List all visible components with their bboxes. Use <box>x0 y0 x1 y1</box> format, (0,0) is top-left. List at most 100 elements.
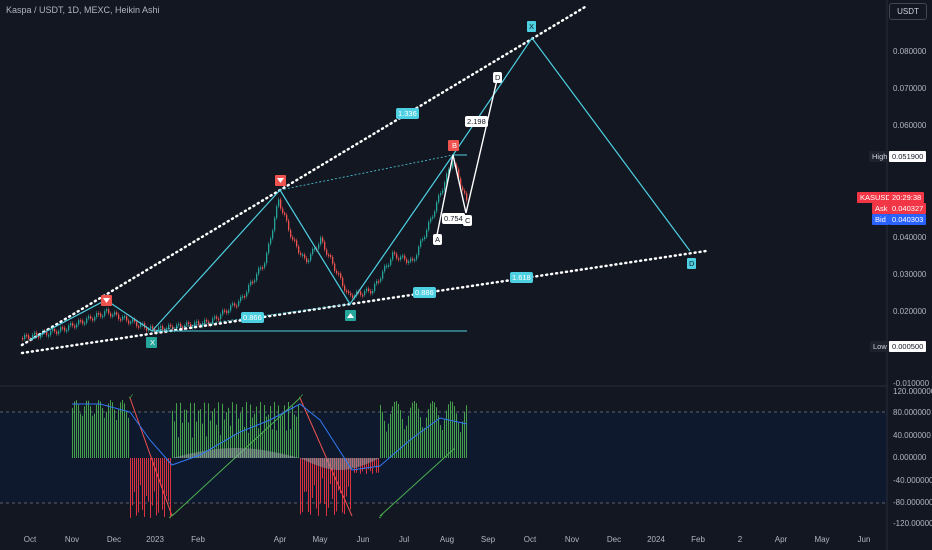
histogram-bar <box>374 458 375 468</box>
histogram-bar <box>390 413 391 458</box>
candle <box>184 325 186 329</box>
chart-title: Kaspa / USDT, 1D, MEXC, Heikin Ashi <box>6 5 160 15</box>
candle <box>392 252 394 260</box>
candle <box>90 316 92 319</box>
point-label-d: D <box>493 72 503 83</box>
histogram-bar <box>404 429 405 458</box>
histogram-bar <box>96 404 97 458</box>
harmonic-pattern-line[interactable] <box>29 36 691 341</box>
candle <box>322 237 324 242</box>
histogram-bar <box>184 409 185 458</box>
histogram-bar <box>248 432 249 458</box>
histogram-bar <box>400 410 401 458</box>
candle <box>286 214 288 221</box>
price-tick: 0.060000 <box>893 121 927 130</box>
histogram-bar <box>416 403 417 458</box>
candle <box>272 230 274 239</box>
time-label: 2023 <box>146 535 164 544</box>
xb-leg <box>151 303 351 332</box>
point-label-b: B <box>452 141 458 150</box>
histogram-bar <box>464 412 465 458</box>
currency-button[interactable]: USDT <box>889 3 927 20</box>
histogram-bar <box>122 400 123 458</box>
candle <box>148 328 150 331</box>
histogram-bar <box>436 407 437 458</box>
candle <box>372 291 374 294</box>
histogram-bar <box>300 458 301 515</box>
histogram-bar <box>228 407 229 458</box>
histogram-bar <box>284 405 285 458</box>
candle <box>294 239 296 241</box>
candle <box>228 310 230 313</box>
candle <box>116 312 118 315</box>
histogram-bar <box>256 406 257 458</box>
candle <box>194 322 196 327</box>
histogram-bar <box>120 402 121 458</box>
histogram-bar <box>260 402 261 458</box>
candle <box>442 190 444 194</box>
candle <box>310 253 312 261</box>
histogram-bar <box>366 458 367 474</box>
candle <box>130 321 132 324</box>
candle <box>436 202 438 212</box>
candle <box>420 240 422 247</box>
upper-trendline[interactable] <box>20 5 587 347</box>
candle <box>282 208 284 213</box>
candle <box>296 240 298 247</box>
histogram-bar <box>128 417 129 458</box>
candle <box>422 238 424 241</box>
histogram-bar <box>448 404 449 458</box>
time-label: May <box>312 535 328 544</box>
candle <box>304 254 306 259</box>
histogram-bar <box>428 409 429 458</box>
histogram-bar <box>324 458 325 505</box>
candle <box>326 249 328 255</box>
histogram-bar <box>190 402 191 458</box>
histogram-bar <box>342 458 343 513</box>
abcd-pattern-line[interactable] <box>435 79 498 241</box>
candle <box>204 319 206 324</box>
candle <box>254 280 256 283</box>
lower-trendline[interactable] <box>20 249 708 355</box>
histogram-bar <box>414 401 415 458</box>
candle <box>120 319 122 321</box>
candle <box>308 260 310 263</box>
candle <box>350 293 352 296</box>
candle <box>108 309 110 314</box>
histogram-bar <box>234 433 235 458</box>
histogram-bar <box>162 458 163 510</box>
candle <box>140 323 142 327</box>
histogram-bar <box>226 412 227 458</box>
candle <box>126 316 128 321</box>
candle <box>456 164 458 170</box>
candle <box>222 310 224 315</box>
histogram-bar <box>140 458 141 486</box>
histogram-bar <box>410 407 411 458</box>
symbol-label: KASUSDT <box>857 192 899 203</box>
histogram-bar <box>194 403 195 458</box>
histogram-bar <box>216 424 217 458</box>
histogram-bar <box>330 458 331 485</box>
ind-tick: 0.000000 <box>893 453 927 462</box>
histogram-bar <box>188 422 189 458</box>
histogram-bar <box>350 458 351 510</box>
point-markers <box>101 21 696 348</box>
candle <box>342 277 344 286</box>
histogram-bar <box>196 421 197 458</box>
histogram-bar <box>346 458 347 497</box>
histogram-bar <box>126 411 127 458</box>
histogram-bar <box>394 401 395 458</box>
price-tick: 0.020000 <box>893 307 927 316</box>
candle <box>232 303 234 306</box>
histogram-bar <box>170 458 171 518</box>
candle <box>438 195 440 203</box>
candle <box>256 274 258 281</box>
histogram-bar <box>368 458 369 470</box>
histogram-bar <box>224 419 225 458</box>
candle <box>48 334 50 337</box>
check-mark-1: ✓ <box>128 392 135 401</box>
candle <box>146 327 148 331</box>
candle <box>250 281 252 286</box>
candle <box>302 254 304 257</box>
